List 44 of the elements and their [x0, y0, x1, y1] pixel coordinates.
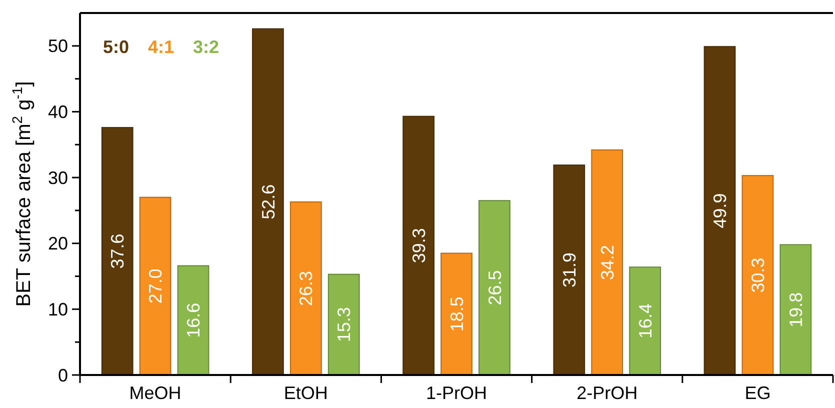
- bar: [742, 175, 774, 376]
- bar: [101, 127, 134, 376]
- bar: [328, 274, 360, 376]
- bar: [139, 196, 172, 376]
- data-label: 16.6: [184, 302, 204, 338]
- text: 4:1: [148, 37, 174, 57]
- data-label: 26.5: [484, 270, 505, 306]
- x-tick-label: EG: [744, 383, 771, 403]
- x-tick-label: 2-PrOH: [576, 383, 638, 403]
- y-tick-label: 20: [48, 234, 68, 254]
- bar: [478, 200, 510, 376]
- data-label: 18.5: [446, 296, 467, 332]
- bar: [704, 46, 736, 376]
- y-tick-label: 10: [48, 299, 68, 320]
- data-label: 19.8: [786, 292, 806, 328]
- y-tick-label: 30: [48, 168, 68, 188]
- x-tick-label: 1-PrOH: [426, 383, 488, 403]
- bar: [402, 116, 434, 376]
- data-label: 49.9: [710, 193, 730, 228]
- bar: [252, 28, 284, 376]
- text: 5:0: [103, 37, 130, 57]
- data-label: 31.9: [559, 252, 580, 288]
- data-label: 27.0: [146, 268, 166, 304]
- bar: [591, 149, 624, 376]
- text: 3:2: [193, 37, 220, 57]
- data-label: 52.6: [258, 184, 278, 220]
- data-label: 34.2: [597, 244, 618, 280]
- data-label: 39.3: [408, 228, 429, 264]
- data-label: 26.3: [296, 270, 316, 306]
- y-tick-label: 50: [48, 36, 68, 56]
- data-label: 30.3: [748, 258, 768, 293]
- data-label: 16.4: [635, 304, 656, 339]
- bar: [780, 244, 812, 376]
- bar: [290, 201, 322, 376]
- x-tick-label: EtOH: [284, 383, 328, 403]
- data-label: 37.6: [108, 234, 128, 269]
- bar: [629, 266, 661, 376]
- bar: [553, 164, 586, 376]
- bar: [177, 265, 210, 376]
- y-tick-label: 0: [58, 365, 68, 386]
- data-label: 15.3: [334, 307, 354, 342]
- bar: [440, 252, 472, 376]
- x-tick-label: MeOH: [129, 383, 182, 403]
- y-tick-label: 40: [48, 102, 68, 122]
